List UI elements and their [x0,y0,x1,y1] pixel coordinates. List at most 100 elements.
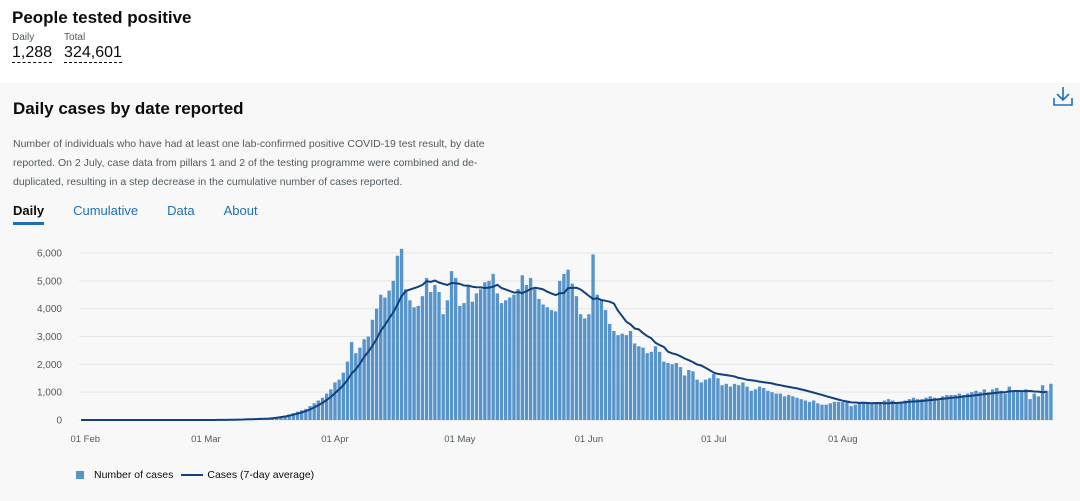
bar [845,400,849,420]
y-tick-label: 4,000 [37,304,62,315]
bar [404,289,408,420]
bar [612,330,616,420]
bar [283,415,287,420]
y-tick-label: 2,000 [37,360,62,371]
bar [637,346,641,420]
bar [645,353,649,420]
y-tick-label: 0 [56,416,62,427]
chart-tabs: Daily Cumulative Data About [13,203,287,225]
bar [533,289,537,420]
total-value[interactable]: 324,601 [64,44,122,63]
bar [454,278,458,420]
bar [687,369,691,420]
bar [570,283,574,420]
tab-daily[interactable]: Daily [13,203,45,225]
bar [911,397,916,420]
bar [999,390,1003,420]
bar [936,399,941,420]
bar [603,310,608,420]
bar [891,400,895,420]
bar [503,300,508,420]
bar [295,411,300,420]
bar [1049,383,1053,420]
bar [541,304,545,420]
bar [374,308,379,420]
bar [699,382,703,420]
total-metric: Total 324,601 [64,32,122,63]
bar [553,311,558,420]
bar [354,353,358,420]
bar [591,254,595,420]
y-tick-label: 3,000 [37,332,62,343]
bar [383,297,387,420]
bar [953,394,957,420]
bar [757,386,762,420]
bar [545,307,549,420]
bar [816,403,820,420]
bar [778,393,783,420]
bar [558,280,562,420]
bar [674,362,678,420]
bar [886,399,891,420]
bar [707,378,712,420]
y-tick-label: 5,000 [37,276,62,287]
tab-cumulative[interactable]: Cumulative [73,203,139,218]
bar [932,397,937,420]
bar [753,389,758,420]
bar [945,394,949,420]
x-tick-label: 01 Feb [70,434,100,445]
x-tick-label: 01 Jul [701,434,726,445]
bar [441,314,445,420]
bar [391,280,395,420]
bar [349,342,354,420]
bar [957,393,962,420]
bar [549,310,554,420]
bar [341,372,345,420]
bar [841,401,845,420]
bar [445,300,450,420]
bar [866,401,870,420]
card-description: Number of individuals who have had at le… [13,138,485,188]
bar [828,403,832,420]
bar [333,382,337,420]
bar [716,378,720,420]
bar [653,346,658,420]
bar [965,393,970,420]
bar [836,401,841,420]
bar [995,387,999,420]
bar [474,293,479,420]
legend-line-swatch [181,474,204,476]
x-tick-label: 01 Aug [828,434,858,445]
bar [1003,393,1007,420]
bar [608,323,612,420]
bar [632,343,637,420]
bar [861,401,866,420]
bar [399,248,404,420]
bar [566,269,570,420]
bar [811,400,816,420]
bar [312,403,316,420]
daily-value[interactable]: 1,288 [12,44,53,63]
y-tick-label: 1,000 [37,388,62,399]
bar [620,333,624,420]
bar [320,397,325,420]
download-icon[interactable] [1052,85,1074,107]
bar [1015,390,1020,420]
bar [583,318,587,420]
bar [304,408,308,420]
bar [599,300,604,420]
bar [703,379,708,420]
bar [420,296,425,420]
y-tick-label: 6,000 [37,249,62,260]
tab-data[interactable]: Data [167,203,195,218]
bar [1040,385,1045,420]
bar [787,394,791,420]
bar [824,404,828,420]
bar [795,397,799,420]
bar [961,394,966,420]
bar [562,273,566,420]
bar [470,301,475,420]
bar [578,314,583,420]
tab-about[interactable]: About [223,203,258,218]
bar [329,389,333,420]
